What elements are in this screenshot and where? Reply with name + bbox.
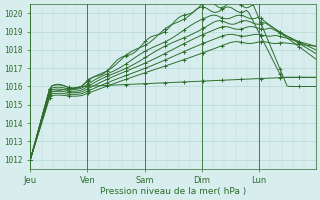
X-axis label: Pression niveau de la mer( hPa ): Pression niveau de la mer( hPa ) <box>100 187 246 196</box>
